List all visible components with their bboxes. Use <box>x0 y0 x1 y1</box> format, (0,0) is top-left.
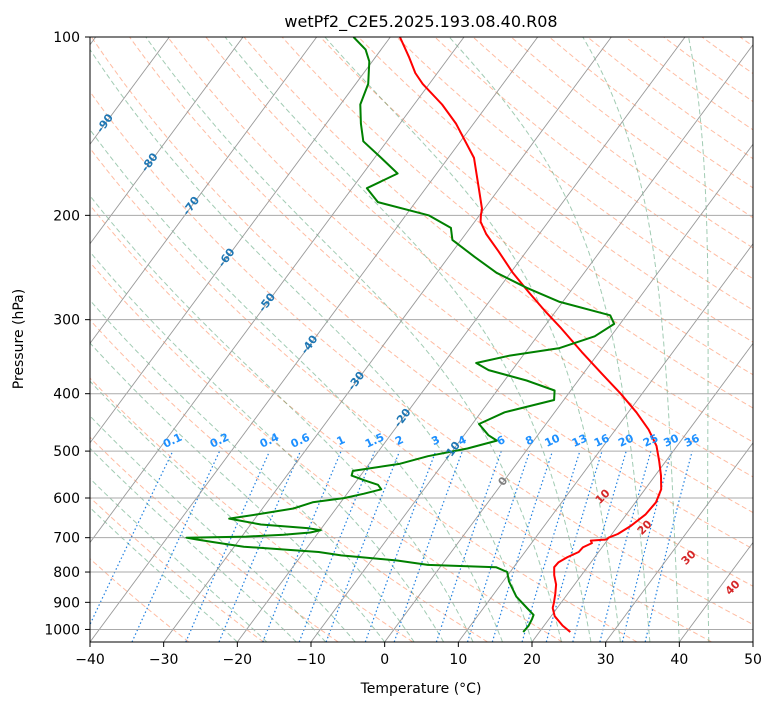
background-lines <box>90 37 753 642</box>
dry-adiabat <box>90 90 753 626</box>
dry-adiabat <box>90 558 190 642</box>
plot-frame <box>89 36 754 643</box>
x-tick-label: −40 <box>75 652 105 668</box>
dry-adiabat <box>90 204 638 642</box>
mixing-ratio-line <box>599 450 652 642</box>
moist-adiabat <box>224 37 592 642</box>
moist-adiabat <box>582 37 680 642</box>
moist-adiabat <box>324 37 621 642</box>
temperature-profile <box>398 37 663 633</box>
isotherm-line <box>310 43 753 642</box>
moist-adiabat <box>90 128 503 642</box>
y-axis: 1000 900 800 700 600 500 400 300 200 100 <box>44 30 90 638</box>
moist-adiabat <box>90 48 533 642</box>
x-tick-label: −20 <box>223 652 253 668</box>
x-axis-title: Temperature (°C) <box>360 681 482 697</box>
x-tick-label: 10 <box>449 652 467 668</box>
y-tick-label: 500 <box>53 444 80 460</box>
mixing-ratio-line <box>131 450 221 642</box>
dry-adiabat <box>90 319 488 642</box>
mixing-ratio-line <box>393 450 463 642</box>
chart-title: wetPf2_C2E5.2025.193.08.40.R08 <box>284 12 557 32</box>
mixing-ratio-label: 13 <box>570 432 589 450</box>
moist-adiabat <box>688 37 710 642</box>
x-tick-label: 0 <box>380 652 389 668</box>
y-axis-title: Pressure (hPa) <box>11 289 27 389</box>
x-tick-label: 20 <box>523 652 541 668</box>
mixing-ratio-label: 30 <box>662 431 682 449</box>
x-tick-label: 40 <box>670 652 688 668</box>
moist-adiabat <box>90 415 327 642</box>
isotherm-line <box>384 143 753 642</box>
moist-adiabat <box>145 37 562 642</box>
moist-adiabat <box>90 477 268 642</box>
isotherm-line <box>90 37 391 444</box>
mixing-ratio-label: 25 <box>641 432 660 450</box>
mixing-ratio-line <box>90 450 174 626</box>
isotherm-line <box>90 37 465 544</box>
mixing-ratio-label: 36 <box>682 431 702 449</box>
mixing-ratio-line <box>572 450 627 642</box>
y-tick-label: 600 <box>53 491 80 507</box>
y-tick-label: 400 <box>53 387 80 403</box>
dry-adiabat <box>396 37 753 311</box>
y-tick-label: 100 <box>53 30 80 46</box>
y-tick-label: 800 <box>53 565 80 581</box>
isotherm-line <box>90 37 318 345</box>
moist-adiabat <box>90 447 297 642</box>
isotherm-line <box>90 37 244 245</box>
dry-adiabat <box>281 37 753 409</box>
x-tick-label: 50 <box>744 652 762 668</box>
mixing-ratio-line <box>325 450 401 642</box>
mixing-ratio-line <box>435 450 502 642</box>
isotherm-line <box>531 342 753 642</box>
sounding-series <box>185 37 663 633</box>
y-tick-label: 700 <box>53 531 80 547</box>
dry-adiabat <box>90 261 563 642</box>
pressure-grid <box>90 37 753 630</box>
isotherm-line <box>90 37 170 146</box>
mixing-ratio-label: 16 <box>592 431 612 449</box>
mixing-ratio-line <box>644 450 693 642</box>
mixing-ratio-label: 20 <box>616 431 636 449</box>
mixing-ratio-line <box>218 450 302 642</box>
y-tick-label: 1000 <box>44 622 80 638</box>
dry-adiabat <box>167 37 753 514</box>
isotherm-line <box>457 243 753 642</box>
y-tick-label: 900 <box>53 595 80 611</box>
x-axis: −40 −30 −20 −10 0 10 20 30 40 50 <box>75 642 762 668</box>
x-tick-label: −30 <box>149 652 179 668</box>
isotherm-line <box>236 37 686 642</box>
moist-adiabat <box>90 251 445 642</box>
mixing-ratio-line <box>364 450 437 642</box>
x-tick-label: −10 <box>296 652 326 668</box>
isotherm-line <box>163 37 612 642</box>
dry-adiabat <box>90 147 712 642</box>
y-tick-label: 300 <box>53 313 80 329</box>
mixing-ratio-label: 10 <box>543 431 563 449</box>
isotherm-line <box>605 442 753 642</box>
moist-adiabat <box>448 37 651 642</box>
moist-adiabat <box>90 299 415 642</box>
moist-adiabat <box>90 380 356 642</box>
dry-adiabat <box>243 37 753 443</box>
moist-adiabat <box>90 194 474 642</box>
y-tick-label: 200 <box>53 208 80 224</box>
x-tick-label: 30 <box>597 652 615 668</box>
dewpoint-profile <box>185 37 616 633</box>
